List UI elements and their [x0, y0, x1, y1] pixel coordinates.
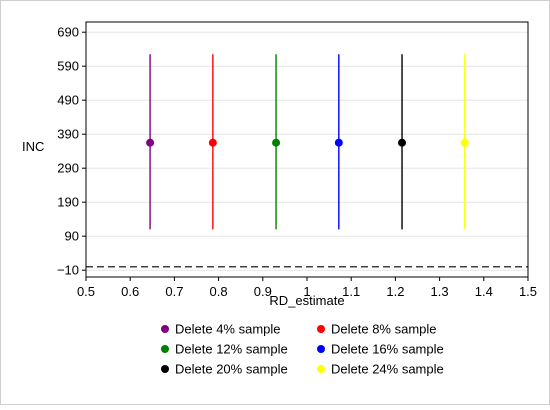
x-tick-label: 1.2 [386, 284, 404, 299]
x-tick-label: 0.9 [254, 284, 272, 299]
y-tick-label: 690 [57, 25, 79, 40]
y-tick-label: −10 [57, 263, 79, 278]
point-estimate-marker [272, 138, 281, 147]
y-tick-label: 490 [57, 93, 79, 108]
x-tick-label: 0.6 [121, 284, 139, 299]
y-tick-label: 190 [57, 195, 79, 210]
y-tick-label: 390 [57, 127, 79, 142]
legend-marker [317, 345, 325, 353]
x-tick-label: 0.8 [210, 284, 228, 299]
legend-label: Delete 24% sample [331, 362, 444, 377]
legend-marker [161, 365, 169, 373]
legend-marker [317, 365, 325, 373]
point-estimate-marker [460, 138, 469, 147]
legend-label: Delete 20% sample [175, 362, 288, 377]
x-tick-label: 1 [303, 284, 310, 299]
point-estimate-marker [146, 138, 155, 147]
y-axis-label: INC [22, 139, 44, 154]
legend-marker [161, 325, 169, 333]
legend-label: Delete 8% sample [331, 322, 437, 337]
legend-marker [317, 325, 325, 333]
x-tick-label: 1.5 [519, 284, 537, 299]
y-tick-label: 290 [57, 161, 79, 176]
point-estimate-marker [398, 138, 407, 147]
y-tick-label: 590 [57, 59, 79, 74]
x-axis-label: RD_estimate [269, 293, 344, 308]
x-tick-label: 1.3 [431, 284, 449, 299]
axis-layer: −10 90 190 290 390 490 590 690 0.5 0.6 0.7 0.8 0.9 1 1… [57, 25, 537, 299]
x-tick-label: 1.1 [342, 284, 360, 299]
x-tick-label: 0.7 [165, 284, 183, 299]
point-estimate-marker [334, 138, 343, 147]
y-tick-label: 90 [65, 229, 79, 244]
legend-label: Delete 12% sample [175, 342, 288, 357]
x-tick-label: 0.5 [77, 284, 95, 299]
grid-layer [86, 31, 528, 271]
x-tick-label: 1.4 [475, 284, 493, 299]
legend-label: Delete 16% sample [331, 342, 444, 357]
series-layer [146, 54, 469, 230]
legend-label: Delete 4% sample [175, 322, 281, 337]
point-estimate-marker [208, 138, 217, 147]
legend-marker [161, 345, 169, 353]
